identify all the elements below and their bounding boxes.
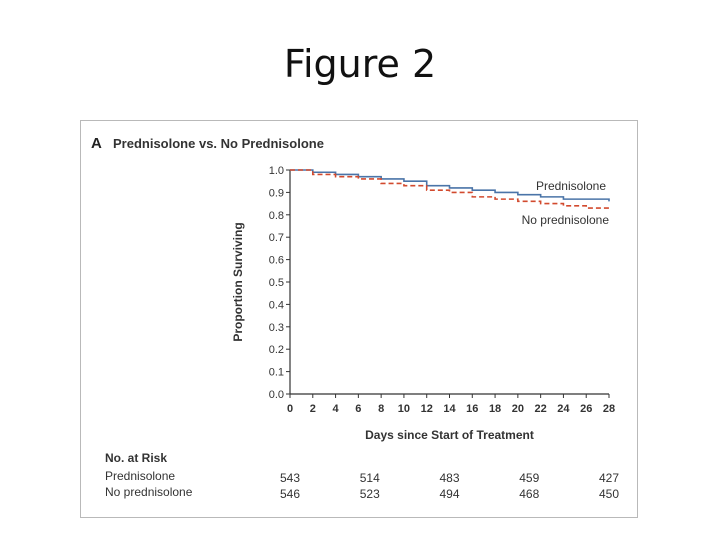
risk-value: 459 bbox=[519, 471, 539, 485]
x-tick-label: 6 bbox=[355, 403, 361, 415]
risk-value: 450 bbox=[599, 487, 619, 501]
x-tick-label: 8 bbox=[378, 403, 384, 415]
y-axis-label: Proportion Surviving bbox=[231, 222, 245, 341]
y-tick-label: 0.6 bbox=[269, 255, 284, 267]
survival-chart: 0.00.10.20.30.40.50.60.70.80.91.00 2 4 6 8 10… bbox=[231, 165, 619, 501]
panel-title: Prednisolone vs. No Prednisolone bbox=[113, 136, 324, 151]
x-tick-label: 20 bbox=[512, 403, 524, 415]
risk-value: 483 bbox=[439, 471, 459, 485]
panel-letter: A bbox=[91, 135, 102, 152]
risk-row-label-prednisolone: Prednisolone bbox=[105, 469, 176, 483]
series-line-prednisolone bbox=[290, 169, 610, 202]
risk-value: 494 bbox=[439, 487, 459, 501]
x-tick-label: 26 bbox=[580, 403, 592, 415]
y-tick-label: 0.3 bbox=[269, 322, 284, 334]
x-tick-label: 22 bbox=[535, 403, 547, 415]
y-tick-label: 0.7 bbox=[269, 232, 284, 244]
x-tick-label: 28 bbox=[603, 403, 615, 415]
x-tick-label: 10 bbox=[398, 403, 410, 415]
risk-table-header: No. at Risk bbox=[105, 451, 168, 465]
risk-value: 468 bbox=[519, 487, 539, 501]
x-tick-label: 18 bbox=[489, 403, 501, 415]
x-axis-label: Days since Start of Treatment bbox=[365, 428, 534, 442]
x-tick-label: 14 bbox=[443, 403, 456, 415]
x-tick-label: 0 bbox=[287, 403, 293, 415]
slide-title: Figure 2 bbox=[283, 42, 437, 86]
y-tick-label: 0.1 bbox=[269, 367, 284, 379]
y-tick-label: 0.0 bbox=[269, 389, 284, 401]
x-tick-label: 4 bbox=[333, 403, 340, 415]
risk-value: 543 bbox=[280, 471, 300, 485]
y-tick-label: 0.4 bbox=[269, 299, 284, 311]
risk-value: 546 bbox=[280, 487, 300, 501]
figure-panel: A Prednisolone vs. No Prednisolone 0.0 0.… bbox=[80, 120, 638, 518]
y-tick-label: 0.5 bbox=[269, 277, 284, 289]
x-tick-label: 12 bbox=[421, 403, 433, 415]
risk-value: 427 bbox=[599, 471, 619, 485]
y-tick-label: 0.9 bbox=[269, 187, 284, 199]
y-tick-label: 0.2 bbox=[269, 344, 284, 356]
risk-value: 523 bbox=[360, 487, 380, 501]
x-tick-label: 24 bbox=[557, 403, 570, 415]
y-tick-label: 0.8 bbox=[269, 210, 284, 222]
x-tick-label: 2 bbox=[310, 403, 316, 415]
series-label-prednisolone: Prednisolone bbox=[536, 179, 606, 193]
y-tick-label: 1.0 bbox=[269, 165, 284, 177]
risk-row-label-no-prednisolone: No prednisolone bbox=[105, 485, 193, 499]
risk-value: 514 bbox=[360, 471, 380, 485]
series-line-no-prednisolone bbox=[290, 169, 610, 211]
series-label-no-prednisolone: No prednisolone bbox=[522, 213, 610, 227]
x-tick-label: 16 bbox=[466, 403, 478, 415]
